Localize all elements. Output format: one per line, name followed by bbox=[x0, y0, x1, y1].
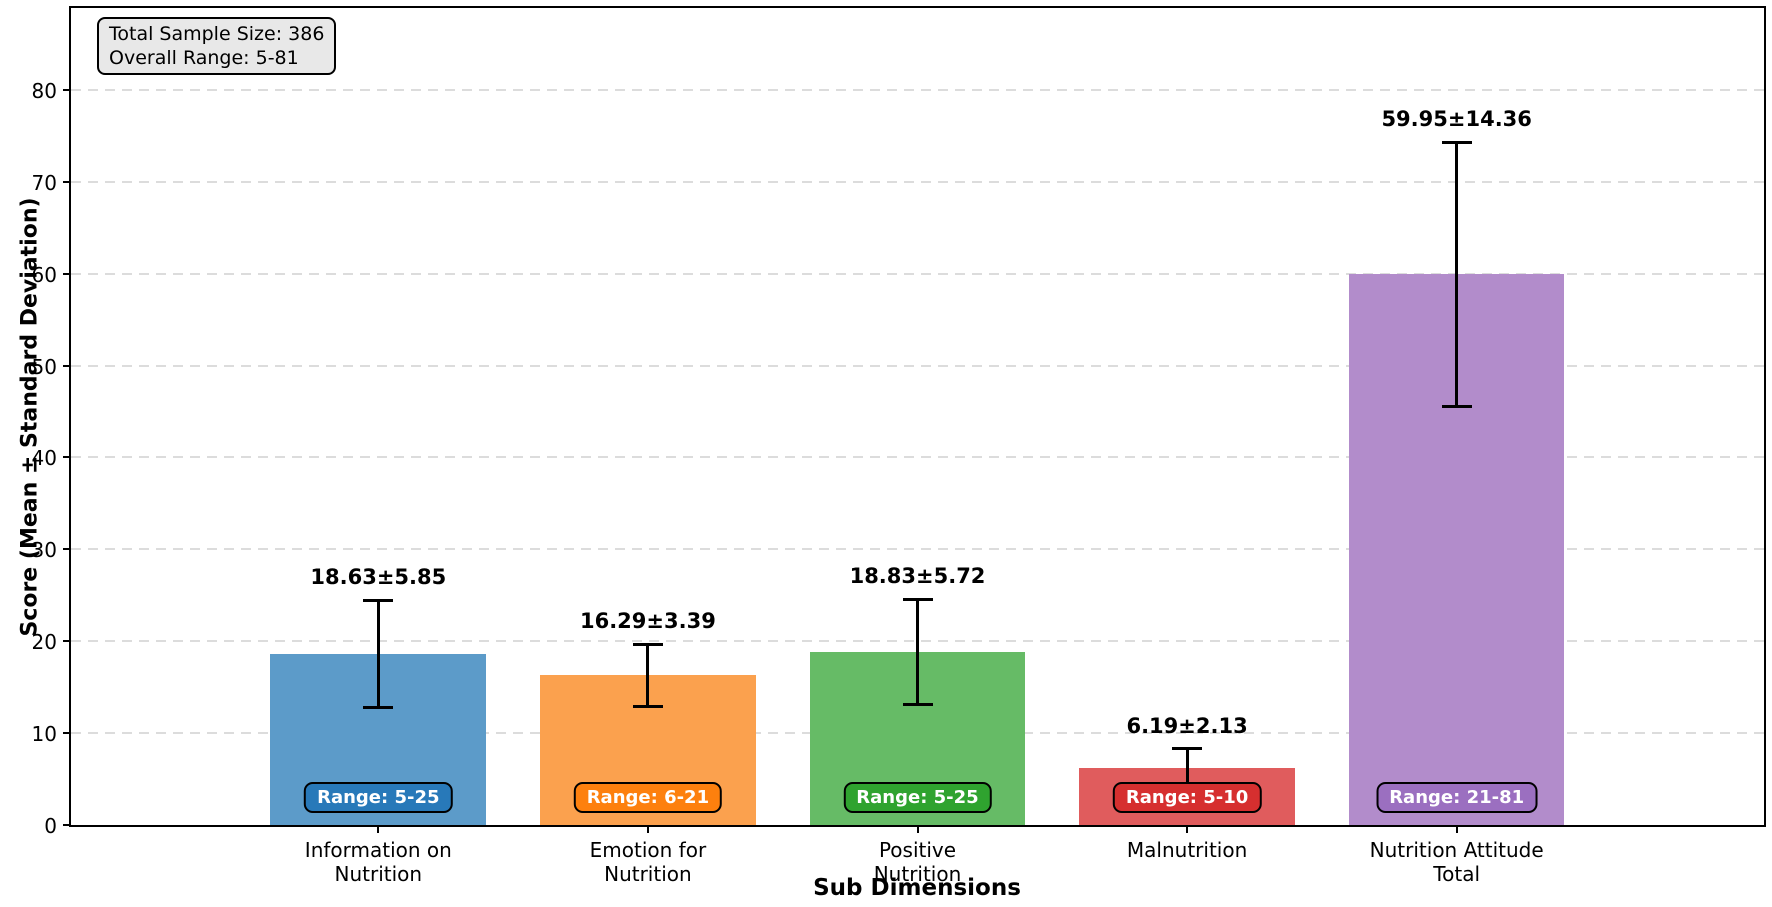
x-tick-mark bbox=[1455, 825, 1458, 833]
error-bar-line bbox=[916, 599, 919, 705]
gridline bbox=[71, 548, 1764, 551]
y-tick-label: 0 bbox=[44, 814, 57, 838]
gridline bbox=[71, 272, 1764, 275]
range-badge: Range: 5-25 bbox=[843, 782, 992, 813]
value-label: 16.29±3.39 bbox=[579, 609, 716, 634]
overall-range-text: Overall Range: 5-81 bbox=[109, 47, 299, 69]
y-tick-label: 60 bbox=[31, 262, 57, 287]
x-tick-label: Nutrition Attitude Total bbox=[1369, 838, 1544, 886]
value-label: 18.63±5.85 bbox=[310, 565, 447, 590]
y-tick-label: 70 bbox=[31, 170, 57, 195]
error-bar-cap-top bbox=[1441, 140, 1472, 144]
gridline bbox=[71, 364, 1764, 367]
value-label: 59.95±14.36 bbox=[1381, 107, 1532, 132]
error-bar-cap-top bbox=[632, 642, 663, 646]
y-tick-label: 10 bbox=[31, 722, 57, 747]
y-tick-label: 50 bbox=[31, 354, 57, 379]
summary-info-box: Total Sample Size: 386 Overall Range: 5-… bbox=[97, 17, 337, 75]
x-tick-mark bbox=[377, 825, 380, 833]
y-tick-mark bbox=[63, 180, 71, 183]
error-bar-cap-bottom bbox=[1441, 404, 1472, 408]
error-bar-line bbox=[1185, 748, 1189, 788]
gridline bbox=[71, 180, 1764, 183]
range-badge: Range: 5-25 bbox=[304, 782, 453, 813]
error-bar-cap-top bbox=[363, 598, 394, 602]
y-tick-mark bbox=[63, 456, 71, 459]
value-label: 18.83±5.72 bbox=[849, 564, 986, 589]
error-bar-cap-bottom bbox=[632, 704, 663, 708]
y-tick-label: 20 bbox=[31, 630, 57, 655]
range-badge: Range: 6-21 bbox=[573, 782, 723, 813]
x-axis-label: Sub Dimensions bbox=[813, 875, 1021, 901]
total-sample-size-text: Total Sample Size: 386 bbox=[109, 23, 325, 45]
y-tick-mark bbox=[63, 732, 71, 735]
x-tick-label: Emotion for Nutrition bbox=[589, 838, 707, 886]
x-tick-mark bbox=[646, 825, 649, 833]
error-bar-cap-top bbox=[1172, 747, 1203, 751]
y-tick-label: 40 bbox=[31, 446, 57, 471]
error-bar-cap-bottom bbox=[363, 706, 394, 710]
y-tick-mark bbox=[63, 640, 71, 643]
y-tick-label: 80 bbox=[31, 78, 57, 103]
x-tick-label: Malnutrition bbox=[1126, 838, 1248, 862]
y-tick-mark bbox=[63, 88, 71, 91]
range-badge: Range: 5-10 bbox=[1112, 782, 1262, 813]
error-bar-line bbox=[646, 644, 650, 707]
error-bar-cap-bottom bbox=[902, 703, 933, 707]
x-tick-label: Positive Nutrition bbox=[873, 838, 962, 886]
value-label: 6.19±2.13 bbox=[1126, 713, 1248, 738]
range-badge: Range: 21-81 bbox=[1376, 782, 1538, 813]
error-bar-line bbox=[1455, 142, 1459, 407]
y-axis-label: Score (Mean ± Standard Deviation) bbox=[17, 197, 43, 637]
y-tick-mark bbox=[63, 824, 71, 826]
plot-area: Total Sample Size: 386 Overall Range: 5-… bbox=[32, 6, 1766, 886]
x-tick-mark bbox=[1186, 825, 1189, 833]
error-bar-line bbox=[376, 600, 380, 708]
x-tick-mark bbox=[916, 825, 919, 833]
gridline bbox=[71, 88, 1764, 91]
x-tick-label: Information on Nutrition bbox=[304, 838, 452, 886]
gridline bbox=[71, 456, 1764, 459]
y-tick-label: 30 bbox=[31, 538, 57, 563]
y-tick-mark bbox=[63, 272, 71, 275]
y-tick-mark bbox=[63, 548, 71, 551]
y-tick-mark bbox=[63, 364, 71, 367]
error-bar-cap-top bbox=[902, 597, 933, 601]
